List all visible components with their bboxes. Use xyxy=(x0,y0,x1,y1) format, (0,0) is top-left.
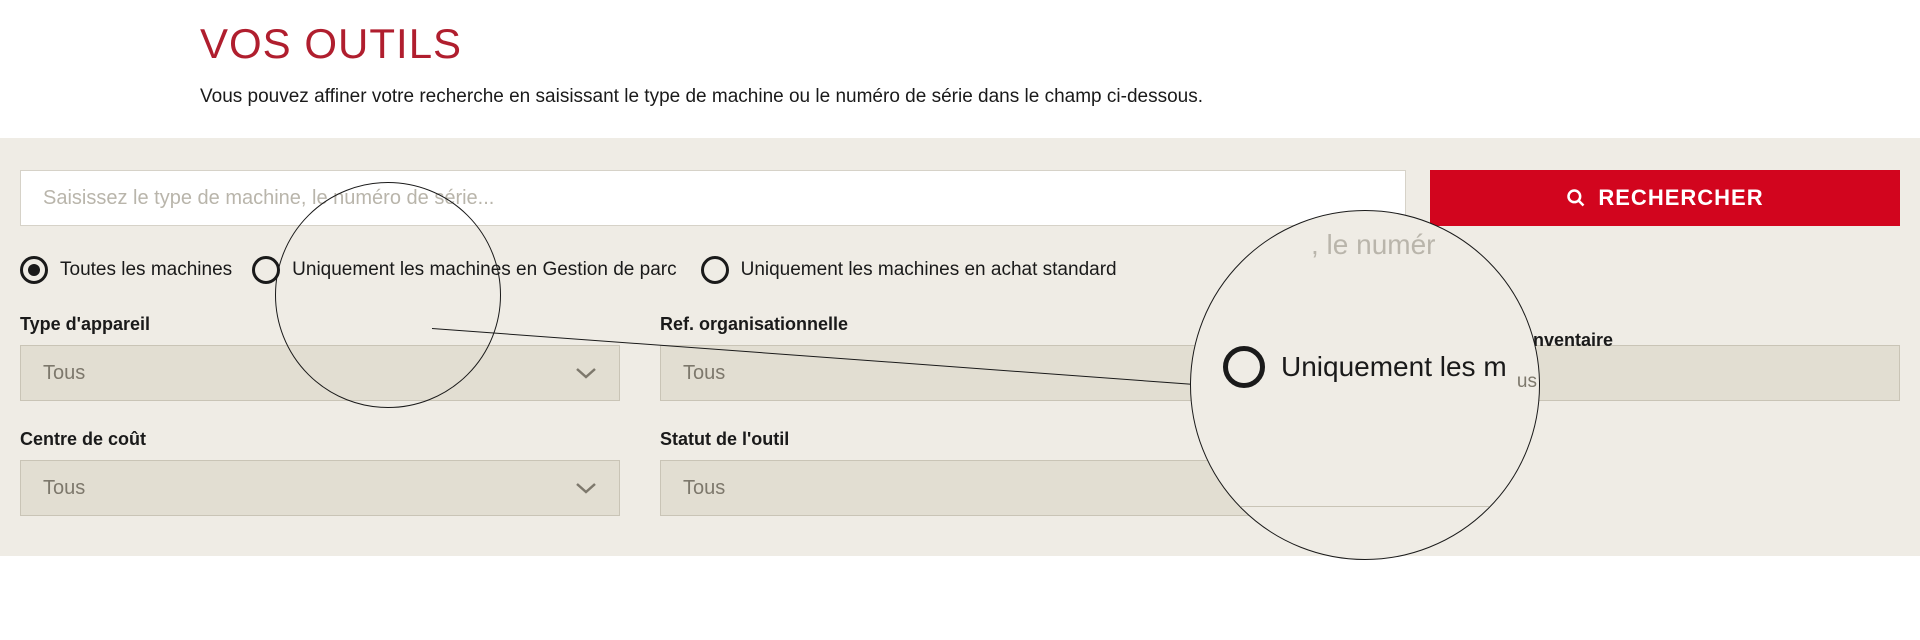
radio-icon xyxy=(252,256,280,284)
magnifier-radio-label: Uniquement les m xyxy=(1281,351,1507,383)
radio-label: Toutes les machines xyxy=(60,259,232,281)
magnifier-content: , le numér Uniquement les m us xyxy=(1191,211,1539,559)
inventory-label-fragment: nventaire xyxy=(1533,330,1613,351)
chevron-down-icon xyxy=(575,366,597,380)
radio-fleet-management[interactable]: Uniquement les machines en Gestion de pa… xyxy=(252,256,676,284)
dropdown-type-value: Tous xyxy=(43,362,85,385)
magnifier-placeholder-fragment: , le numér xyxy=(1311,229,1436,261)
search-icon xyxy=(1566,188,1586,208)
filter-section: RECHERCHER Toutes les machines Uniquemen… xyxy=(0,138,1920,556)
dropdown-cost-select[interactable]: Tous xyxy=(20,460,620,516)
chevron-down-icon xyxy=(575,481,597,495)
dropdown-ref-select[interactable]: Tous xyxy=(660,345,1260,401)
radio-icon xyxy=(701,256,729,284)
page-title: VOS OUTILS xyxy=(200,20,1920,68)
annotation-magnifier: , le numér Uniquement les m us xyxy=(1190,210,1540,560)
dropdown-ref-block: Ref. organisationnelle Tous xyxy=(660,314,1260,401)
radio-label: Uniquement les machines en Gestion de pa… xyxy=(292,259,676,281)
search-row: RECHERCHER xyxy=(20,170,1900,226)
dropdown-status-value: Tous xyxy=(683,477,725,500)
header-section: VOS OUTILS Vous pouvez affiner votre rec… xyxy=(0,0,1920,138)
radio-icon xyxy=(20,256,48,284)
dropdown-status-label: Statut de l'outil xyxy=(660,429,1260,450)
radio-label: Uniquement les machines en achat standar… xyxy=(741,259,1117,281)
radio-icon xyxy=(1223,346,1265,388)
magnifier-divider xyxy=(1231,506,1499,507)
magnifier-radio-row: Uniquement les m xyxy=(1223,346,1507,388)
dropdown-type-block: Type d'appareil Tous xyxy=(20,314,620,401)
radio-group: Toutes les machines Uniquement les machi… xyxy=(20,256,1900,284)
dropdown-status-select[interactable]: Tous xyxy=(660,460,1260,516)
radio-all-machines[interactable]: Toutes les machines xyxy=(20,256,232,284)
dropdown-cost-block: Centre de coût Tous xyxy=(20,429,620,516)
search-button-label: RECHERCHER xyxy=(1598,185,1763,211)
dropdown-ref-label: Ref. organisationnelle xyxy=(660,314,1260,335)
dropdown-cost-label: Centre de coût xyxy=(20,429,620,450)
page-subtitle: Vous pouvez affiner votre recherche en s… xyxy=(200,86,1920,108)
dropdown-type-select[interactable]: Tous xyxy=(20,345,620,401)
radio-standard-purchase[interactable]: Uniquement les machines en achat standar… xyxy=(701,256,1117,284)
magnifier-value-fragment: us xyxy=(1517,371,1537,393)
dropdown-cost-value: Tous xyxy=(43,477,85,500)
dropdown-type-label: Type d'appareil xyxy=(20,314,620,335)
dropdown-grid: Type d'appareil Tous Ref. organisationne… xyxy=(20,314,1900,516)
dropdown-status-block: Statut de l'outil Tous xyxy=(660,429,1260,516)
dropdown-ref-value: Tous xyxy=(683,362,725,385)
